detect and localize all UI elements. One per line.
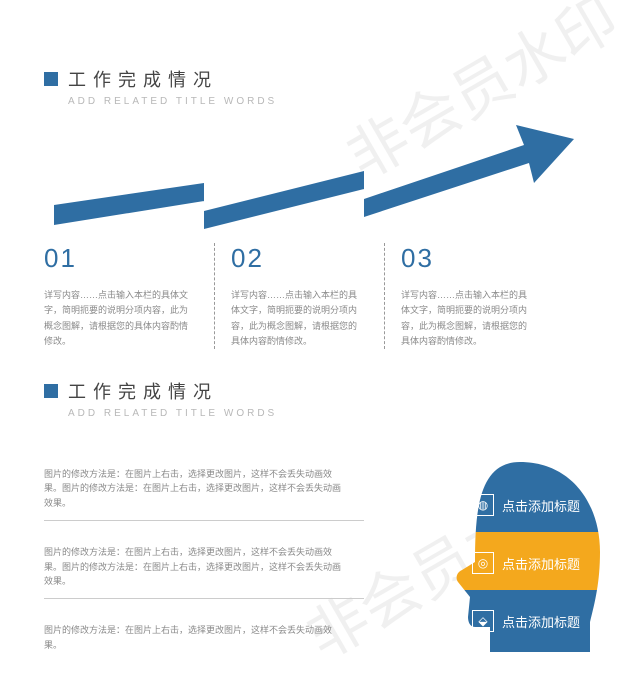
head-silhouette-diagram: ◍ 点击添加标题 ◎ 点击添加标题 ⬙ 点击添加标题 bbox=[410, 452, 610, 657]
head-label-3: ⬙ 点击添加标题 bbox=[472, 610, 580, 632]
tooth-icon: ⬙ bbox=[472, 610, 494, 632]
accent-square-icon bbox=[44, 72, 58, 86]
step-02: 02 详写内容……点击输入本栏的具体文字，简明扼要的说明分项内容，此为概念图解，… bbox=[214, 243, 384, 349]
step-03: 03 详写内容……点击输入本栏的具体文字，简明扼要的说明分项内容，此为概念图解，… bbox=[384, 243, 554, 349]
target-icon: ◎ bbox=[472, 552, 494, 574]
head-label-2: ◎ 点击添加标题 bbox=[472, 552, 580, 574]
list-item-text: 图片的修改方法是：在图片上右击，选择更改图片，这样不会丢失动画效果。 bbox=[44, 623, 344, 652]
arrow-path bbox=[54, 125, 574, 229]
head-label-1: ◍ 点击添加标题 bbox=[472, 494, 580, 516]
section-title-en: ADD RELATED TITLE WORDS bbox=[68, 96, 604, 107]
stepped-arrow-diagram bbox=[54, 125, 574, 235]
head-label-text: 点击添加标题 bbox=[502, 496, 580, 515]
globe-icon: ◍ bbox=[472, 494, 494, 516]
list-item-text: 图片的修改方法是：在图片上右击，选择更改图片，这样不会丢失动画效果。图片的修改方… bbox=[44, 467, 344, 510]
section-title-en: ADD RELATED TITLE WORDS bbox=[68, 408, 604, 419]
section-title-cn: 工作完成情况 bbox=[68, 378, 218, 404]
step-number: 02 bbox=[231, 243, 364, 274]
head-label-text: 点击添加标题 bbox=[502, 612, 580, 631]
step-text: 详写内容……点击输入本栏的具体文字，简明扼要的说明分项内容，此为概念图解，请根据… bbox=[231, 288, 364, 349]
section-title-cn: 工作完成情况 bbox=[68, 66, 218, 92]
list-item-text: 图片的修改方法是：在图片上右击，选择更改图片，这样不会丢失动画效果。图片的修改方… bbox=[44, 545, 344, 588]
step-01: 01 详写内容……点击输入本栏的具体文字，简明扼要的说明分项内容，此为概念图解，… bbox=[44, 243, 214, 349]
step-number: 03 bbox=[401, 243, 534, 274]
step-number: 01 bbox=[44, 243, 194, 274]
section-work-completion-1: 工作完成情况 ADD RELATED TITLE WORDS 01 详写内容……… bbox=[44, 66, 604, 349]
steps-row: 01 详写内容……点击输入本栏的具体文字，简明扼要的说明分项内容，此为概念图解，… bbox=[44, 243, 604, 349]
step-text: 详写内容……点击输入本栏的具体文字，简明扼要的说明分项内容，此为概念图解，请根据… bbox=[401, 288, 534, 349]
accent-square-icon bbox=[44, 384, 58, 398]
step-text: 详写内容……点击输入本栏的具体文字，简明扼要的说明分项内容，此为概念图解，请根据… bbox=[44, 288, 194, 349]
head-label-text: 点击添加标题 bbox=[502, 554, 580, 573]
